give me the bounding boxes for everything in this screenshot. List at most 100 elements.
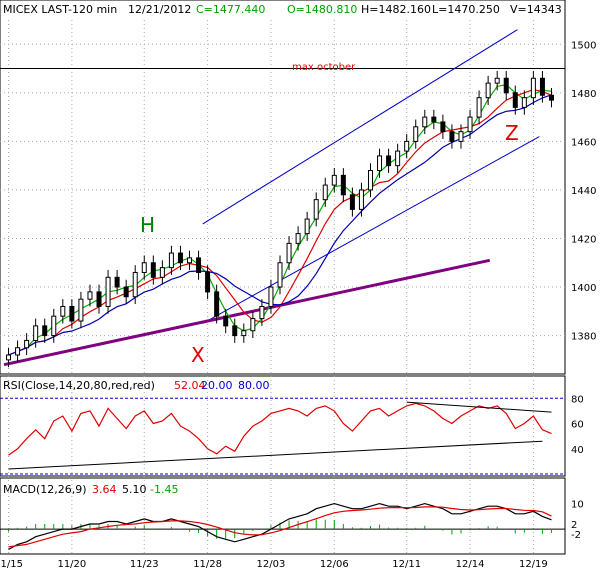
axes: 11/15 11/20 11/23 11/28 12/03 12/06 12/11 12/14… (0, 40, 596, 570)
candle-body (114, 276, 120, 288)
y-tick-label: 1440 (571, 186, 596, 197)
candle-body (187, 257, 193, 264)
candle-body (377, 155, 383, 172)
candle-body (521, 97, 527, 108)
candle-body (485, 82, 491, 99)
rsi-series (0, 397, 565, 475)
macd-hist-value: -1.45 (150, 483, 178, 496)
candle-body (295, 233, 301, 244)
candle-body (458, 131, 464, 142)
channel-lower-line (202, 136, 540, 324)
channel-upper-line (202, 29, 518, 225)
candle-body (467, 116, 473, 133)
grid (0, 20, 565, 554)
rsi-level-high: 80.00 (238, 379, 270, 392)
y-tick-label: 1380 (571, 332, 596, 343)
candle-body (6, 354, 12, 361)
candle-body (548, 94, 554, 101)
candle-body (331, 174, 337, 186)
candle-body (123, 286, 129, 298)
candle-body (358, 189, 364, 210)
macd-tick-label: 10 (571, 500, 584, 511)
candle-body (15, 347, 21, 356)
header-date: 12/21/2012 (128, 3, 191, 16)
y-tick-label: 1420 (571, 234, 596, 245)
candle-body (367, 170, 373, 191)
candle-body (539, 77, 545, 96)
candle-body (159, 267, 165, 278)
candle-body (87, 291, 93, 300)
rsi-trendline (8, 440, 543, 470)
macd-tick-label: -2 (571, 530, 581, 541)
candle-body (168, 252, 174, 269)
candle-body (440, 121, 446, 133)
macd-line (8, 502, 552, 551)
candle-body (530, 77, 536, 99)
x-tick-label: 11/28 (193, 559, 222, 570)
macd-tick-label: 2 (571, 520, 577, 531)
candle-body (205, 271, 211, 293)
macd-signal-value: 5.10 (122, 483, 147, 496)
candle-body (286, 242, 292, 264)
max-october-label: max october (292, 62, 356, 73)
x-tick-label: 11/15 (0, 559, 23, 570)
candle-body (494, 77, 500, 84)
candle-body (431, 116, 437, 123)
candle-body (60, 305, 66, 317)
y-tick-label: 1460 (571, 137, 596, 148)
header-volume: V=14343 (510, 3, 562, 16)
header-open: O=1480.810 (287, 3, 357, 16)
candles (6, 70, 554, 368)
candle-body (96, 291, 102, 307)
candle-body (395, 150, 401, 167)
candle-body (277, 262, 283, 288)
candle-body (413, 126, 419, 142)
candle-body (449, 131, 455, 142)
y-tick-label: 1500 (571, 40, 596, 51)
candle-body (232, 325, 238, 337)
candle-body (78, 298, 84, 322)
candle-body (304, 218, 310, 235)
candle-body (268, 286, 274, 307)
candle-body (386, 155, 392, 167)
header-high: H=1482.160 (361, 3, 431, 16)
candle-body (512, 92, 518, 108)
candle-body (322, 184, 328, 201)
candle-body (69, 305, 75, 322)
candle-body (476, 97, 482, 118)
candle-body (422, 116, 428, 128)
x-tick-label: 12/11 (392, 559, 421, 570)
candle-body (132, 271, 138, 298)
candle-body (42, 325, 48, 337)
candle-body (214, 291, 220, 317)
rsi-tick-label: 40 (571, 445, 584, 456)
y-tick-label: 1400 (571, 283, 596, 294)
x-tick-label: 11/23 (130, 559, 159, 570)
macd-value: 3.64 (92, 483, 117, 496)
candle-body (150, 262, 156, 278)
candle-body (340, 174, 346, 196)
label-x: X (191, 343, 205, 367)
candle-body (177, 252, 183, 264)
candle-body (24, 339, 30, 349)
candle-body (404, 140, 410, 152)
support-line (3, 258, 491, 367)
header-low: L=1470.250 (432, 3, 500, 16)
candle-body (349, 194, 355, 210)
rsi-level-low: 20.00 (201, 379, 233, 392)
macd-title: MACD(12,26,9) (3, 483, 87, 496)
rsi-tick-label: 80 (571, 394, 584, 405)
label-h: H (140, 213, 155, 237)
candle-body (313, 199, 319, 220)
rsi-panel-frame (0, 375, 566, 477)
rsi-trendline (406, 401, 552, 413)
x-tick-label: 12/19 (519, 559, 548, 570)
x-tick-label: 12/03 (257, 559, 286, 570)
x-tick-label: 12/14 (456, 559, 485, 570)
rsi-tick-label: 60 (571, 420, 584, 431)
macd-signal-line (8, 506, 552, 548)
header-close: C=1477.440 (196, 3, 265, 16)
candle-body (196, 257, 202, 273)
label-z: Z (505, 121, 519, 145)
